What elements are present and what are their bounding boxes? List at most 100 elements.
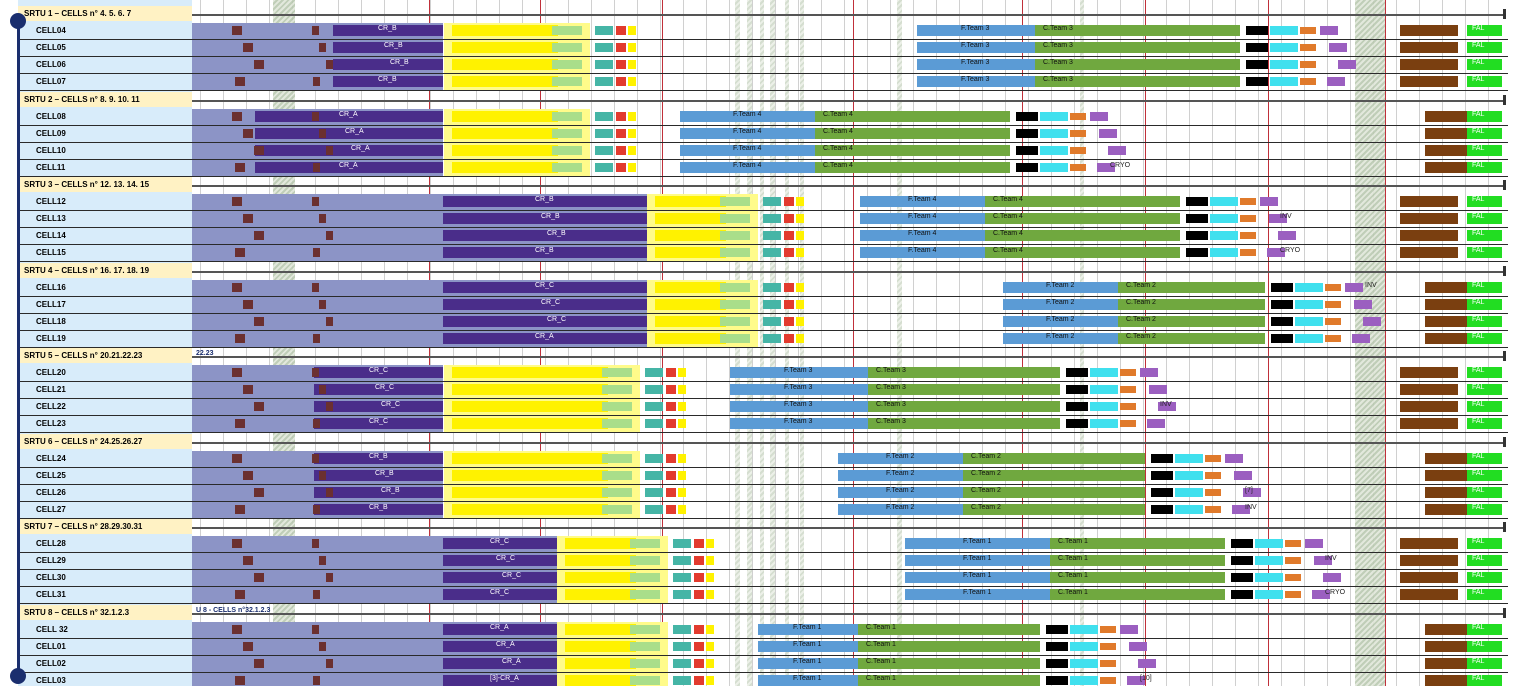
- f-team-label: F.Team 4: [908, 196, 937, 204]
- early-task: [243, 470, 253, 480]
- orange-task: [1300, 27, 1316, 35]
- timeline-end-handle[interactable]: [10, 668, 26, 684]
- cyan-task: [1255, 556, 1283, 566]
- fal-milestone: [1467, 538, 1502, 550]
- yellow-work-bar: [565, 538, 636, 550]
- light-green-task: [552, 60, 582, 70]
- orange-task: [1240, 215, 1256, 223]
- f-team-label: F.Team 2: [1046, 281, 1075, 289]
- cyan-task: [1070, 624, 1098, 634]
- c-team-label: C.Team 3: [1043, 42, 1073, 50]
- cyan-task: [1040, 128, 1068, 138]
- black-task: [1151, 470, 1173, 480]
- misc-task: [678, 385, 686, 395]
- early-task: [313, 504, 320, 514]
- timeline-start-handle[interactable]: [10, 13, 26, 29]
- cr-work-bar: [443, 623, 557, 635]
- c-team-label: C.Team 1: [866, 640, 896, 648]
- early-task: [254, 487, 264, 497]
- yellow-work-bar: [452, 110, 558, 122]
- misc-task: [706, 641, 714, 651]
- misc-task: [706, 675, 714, 685]
- brown-phase: [1400, 25, 1458, 37]
- early-task: [326, 658, 333, 668]
- orange-task: [1205, 471, 1221, 479]
- cr-label: CR_C: [490, 589, 510, 597]
- cr-work-bar: [314, 418, 443, 430]
- teal-task: [763, 231, 781, 241]
- fal-label: FAL: [1472, 657, 1485, 665]
- teal-task: [595, 128, 613, 138]
- early-task: [326, 145, 333, 155]
- teal-task: [595, 26, 613, 36]
- teal-task: [763, 248, 781, 258]
- fal-label: FAL: [1472, 332, 1485, 340]
- brown-phase: [1425, 503, 1483, 515]
- misc-task: [706, 624, 714, 634]
- f-team-label: F.Team 2: [1046, 315, 1075, 323]
- grid-line: [936, 0, 937, 686]
- grid-line: [1419, 0, 1420, 686]
- light-green-task: [720, 333, 750, 343]
- row-separator: [18, 552, 1508, 554]
- purple-task: [1158, 402, 1176, 412]
- misc-task: [796, 197, 804, 207]
- fal-milestone: [1467, 42, 1502, 54]
- yellow-work-bar: [565, 589, 636, 601]
- teal-task: [645, 487, 663, 497]
- f-team-label: F.Team 3: [784, 418, 813, 426]
- black-task: [1231, 573, 1253, 583]
- misc-task: [628, 26, 636, 36]
- cell-row-label: CELL19: [36, 333, 66, 343]
- row-separator: [18, 312, 1508, 314]
- cr-label: CR_C: [381, 401, 401, 409]
- cr-work-bar: [314, 384, 443, 396]
- misc-task: [784, 316, 794, 326]
- f-team-label: F.Team 4: [733, 110, 762, 118]
- brown-phase: [1425, 486, 1483, 498]
- misc-task: [628, 60, 636, 70]
- timeline-scrollbar[interactable]: [17, 20, 20, 676]
- c-team-label: C.Team 3: [1043, 76, 1073, 84]
- milestone-line: [1268, 0, 1269, 686]
- f-team-bar: [905, 572, 1050, 584]
- c-team-bar: [963, 503, 1145, 515]
- purple-task: [1314, 556, 1332, 566]
- purple-task: [1140, 368, 1158, 378]
- black-task: [1016, 162, 1038, 172]
- fal-label: FAL: [1472, 161, 1485, 169]
- yellow-work-bar: [655, 315, 726, 327]
- grid-line: [821, 0, 822, 686]
- purple-task: [1097, 162, 1115, 172]
- cyan-task: [1295, 333, 1323, 343]
- orange-task: [1100, 659, 1116, 667]
- cr-work-bar: [443, 281, 647, 293]
- brown-phase: [1425, 144, 1483, 156]
- black-task: [1246, 77, 1268, 87]
- cr-label: CR_B: [378, 76, 397, 84]
- f-team-bar: [1003, 315, 1118, 327]
- teal-task: [673, 590, 691, 600]
- light-green-task: [602, 419, 632, 429]
- misc-task: [666, 402, 676, 412]
- task-note: CRYO: [1280, 247, 1301, 255]
- cr-label: CR_B: [547, 230, 566, 238]
- black-task: [1246, 43, 1268, 53]
- orange-task: [1100, 625, 1116, 633]
- yellow-work-bar: [452, 127, 558, 139]
- misc-task: [616, 43, 626, 53]
- early-task: [313, 675, 320, 685]
- c-team-label: C.Team 1: [866, 657, 896, 665]
- teal-task: [645, 402, 663, 412]
- cr-label: CR_A: [490, 623, 509, 631]
- cr-work-bar: [314, 452, 443, 464]
- grid-line: [982, 0, 983, 686]
- light-green-task: [602, 385, 632, 395]
- teal-task: [595, 60, 613, 70]
- cell-row-label: CELL02: [36, 658, 66, 668]
- fal-milestone: [1467, 469, 1502, 481]
- fal-milestone: [1467, 247, 1502, 259]
- c-team-label: C.Team 3: [876, 384, 906, 392]
- misc-task: [616, 162, 626, 172]
- yellow-work-bar: [452, 401, 608, 413]
